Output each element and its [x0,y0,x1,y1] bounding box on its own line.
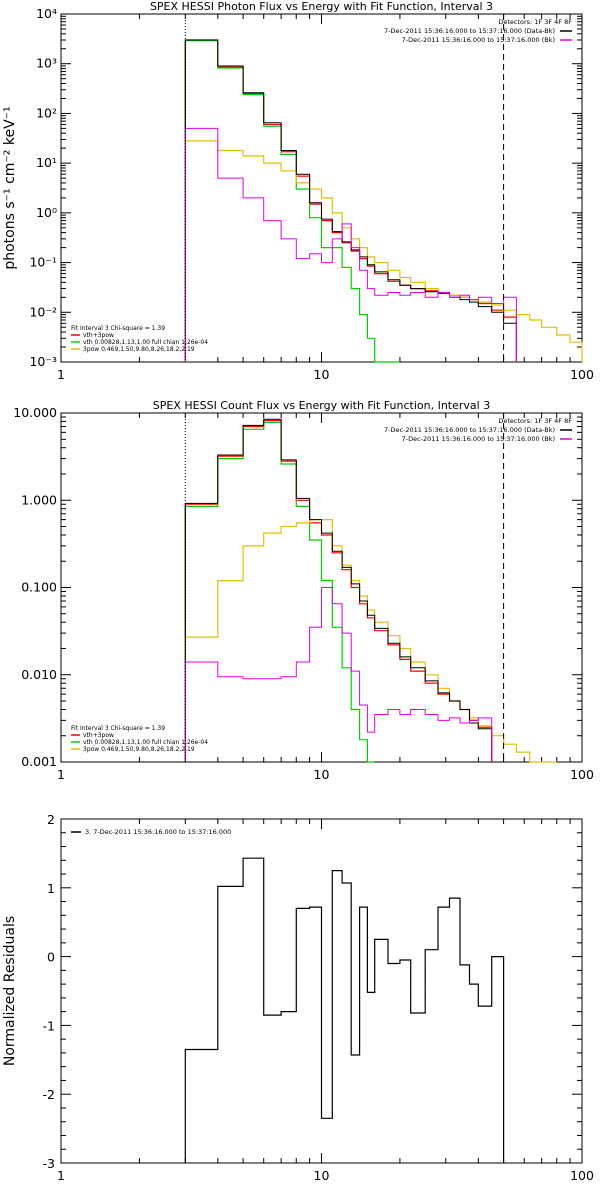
series-line-2 [184,40,400,363]
y-tick-label: 10⁻¹ [29,255,57,270]
fit-legend-label: vth 0.00828,1.13,1.00 full chian 1.26e-0… [83,739,208,746]
series-line-1 [184,39,517,362]
fit-legend-header: Fit Interval 3 Chi-square = 1.39 [71,325,165,332]
y-tick-label: 0.010 [21,667,57,682]
legend-label: 7-Dec-2011 15:36:16.000 to 15:37:16.000 … [384,27,555,35]
x-tick-label: 100 [570,1168,594,1183]
chart-title: SPEX HESSI Count Flux vs Energy with Fit… [153,399,490,412]
series-line-3 [184,519,557,763]
fit-legend: Fit Interval 3 Chi-square = 1.39vth+3pow… [71,325,208,353]
y-tick-label: -3 [43,1156,55,1171]
y-tick-label: 10.000 [13,405,57,420]
y-axis: 10⁻³ 10⁻² 10⁻¹ 10⁰ 10¹ 10² 10³ 10⁴ [29,6,582,369]
y-tick-label: 1.000 [21,492,57,507]
legend-header: Detectors: 1F 3F 4F 8F [498,18,572,26]
legend-label: 7-Dec-2011 15:36:16.000 to 15:37:16.000 … [402,435,555,443]
chart-panel-2: SPEX HESSI Count Flux vs Energy with Fit… [13,399,594,782]
legend: 3. 7-Dec-2011 15:36:16.000 to 15:37:16.0… [71,828,231,836]
series-line-1 [184,857,505,1163]
x-tick-label: 1 [57,767,65,782]
x-tick-label: 10 [314,1168,330,1183]
x-tick-label: 10 [314,367,330,382]
fit-legend-label: vth 0.00828,1.13,1.00 full chian 1.26e-0… [83,339,208,346]
chart-panel-3: 1 10 100 -3 -2 -1 0 1 2 Normalized Residuals 3. 7-… [2,812,594,1183]
chart-title: SPEX HESSI Photon Flux vs Energy with Fi… [150,0,493,13]
legend: Detectors: 1F 3F 4F 8F7-Dec-2011 15:36:1… [384,18,572,44]
legend-label: 3. 7-Dec-2011 15:36:16.000 to 15:37:16.0… [85,828,231,836]
legend-label: 7-Dec-2011 15:36:16.000 to 15:37:16.000 … [402,36,555,44]
y-tick-label: 10¹ [36,155,57,170]
y-tick-label: 10⁻² [29,304,57,319]
y-tick-label: 10⁻³ [29,354,57,369]
fit-legend-label: vth+3pow [83,332,114,339]
y-axis-label: Normalized Residuals [2,916,18,1066]
y-tick-label: 0.001 [21,754,57,769]
y-tick-label: 0.100 [21,580,57,595]
y-tick-label: 1 [47,881,55,896]
y-tick-label: 10⁰ [36,205,57,220]
fit-legend-label: 3pow 0.469,1.50,9.80,8.26,18.2,2.19 [83,346,195,353]
legend-header: Detectors: 1F 3F 4F 8F [498,417,572,425]
x-tick-label: 10 [314,767,330,782]
series-line-2 [184,421,375,763]
x-tick-label: 1 [57,1168,65,1183]
fit-legend-label: 3pow 0.469,1.50,9.80,8.26,18.2,2.19 [83,746,195,753]
x-tick-label: 100 [570,767,594,782]
y-tick-label: 10⁴ [36,6,57,21]
data-histogram-1 [184,39,517,362]
y-tick-label: -2 [43,1087,55,1102]
y-axis: -3 -2 -1 0 1 2 [43,812,582,1171]
series-line-3 [184,140,583,362]
fit-legend: Fit Interval 3 Chi-square = 1.39vth+3pow… [71,725,208,753]
y-tick-label: -1 [43,1018,55,1033]
data-histogram-2 [184,587,493,762]
y-axis: 0.001 0.010 0.100 1.000 10.000 [13,405,582,769]
y-tick-label: 10³ [36,56,57,71]
series-line-1 [184,419,493,762]
fit-legend-header: Fit Interval 3 Chi-square = 1.39 [71,725,165,732]
x-axis: 1 10 100 [57,819,594,1183]
y-tick-label: 10² [36,105,57,120]
series-group [184,857,505,1163]
data-histogram-1 [184,418,493,762]
x-tick-label: 100 [570,367,594,382]
chart-panel-1: SPEX HESSI Photon Flux vs Energy with Fi… [2,0,594,382]
x-axis: 1 10 100 [57,14,594,382]
x-tick-label: 1 [57,367,65,382]
series-group [184,418,557,763]
fit-legend-label: vth+3pow [83,732,114,739]
legend-label: 7-Dec-2011 15:36:16.000 to 15:37:16.000 … [384,426,555,434]
y-axis-label: photons s⁻¹ cm⁻² keV⁻¹ [2,106,18,269]
x-axis: 1 10 100 [57,413,594,782]
legend: Detectors: 1F 3F 4F 8F7-Dec-2011 15:36:1… [384,417,572,443]
y-tick-label: 2 [47,812,55,827]
y-tick-label: 0 [47,950,55,965]
series-group [184,39,583,363]
data-histogram-2 [184,127,517,362]
